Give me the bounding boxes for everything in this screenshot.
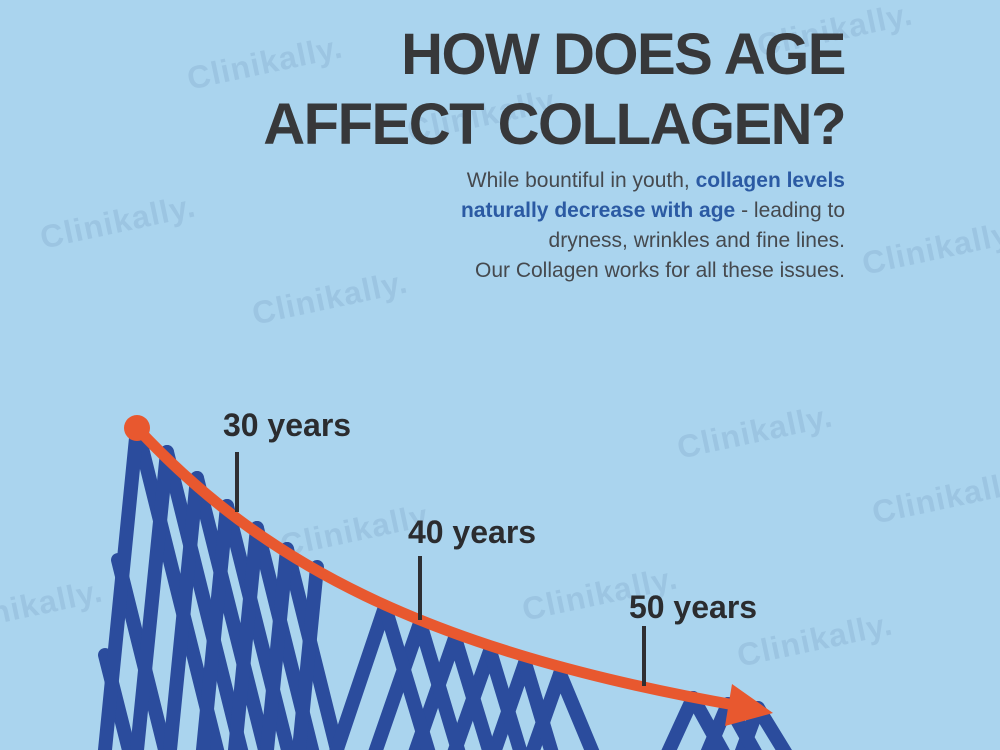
youth-peak-dot bbox=[124, 415, 150, 441]
intro-line-1-highlight: collagen levels bbox=[695, 169, 845, 192]
intro-line-2-highlight: naturally decrease with age bbox=[460, 199, 736, 222]
intro-line-2-gray: - leading to bbox=[741, 199, 845, 222]
intro-line-1: While bountiful in youth, collagen level… bbox=[461, 166, 845, 196]
age-label-30-years: 30 years bbox=[222, 407, 352, 443]
intro-line-2: naturally decrease with age - leading to bbox=[461, 196, 845, 226]
page-title: HOW DOES AGE AFFECT COLLAGEN? bbox=[263, 20, 846, 160]
collagen-fibers-medium bbox=[329, 600, 600, 750]
age-label-50-years: 50 years bbox=[628, 589, 758, 625]
decline-curve bbox=[132, 424, 741, 712]
intro-line-1-gray: While bountiful in youth, bbox=[466, 169, 690, 192]
collagen-fibers-dense bbox=[97, 421, 345, 750]
decline-arrowhead-icon bbox=[725, 684, 773, 726]
page-title-line1: HOW DOES AGE bbox=[401, 22, 846, 87]
page-title-line2: AFFECT COLLAGEN? bbox=[263, 92, 846, 157]
age-label-40-years: 40 years bbox=[407, 514, 537, 550]
intro-text: While bountiful in youth, collagen level… bbox=[461, 166, 845, 286]
intro-line-3: dryness, wrinkles and fine lines. bbox=[548, 229, 845, 252]
intro-line-4: Our Collagen works for all these issues. bbox=[475, 259, 845, 282]
